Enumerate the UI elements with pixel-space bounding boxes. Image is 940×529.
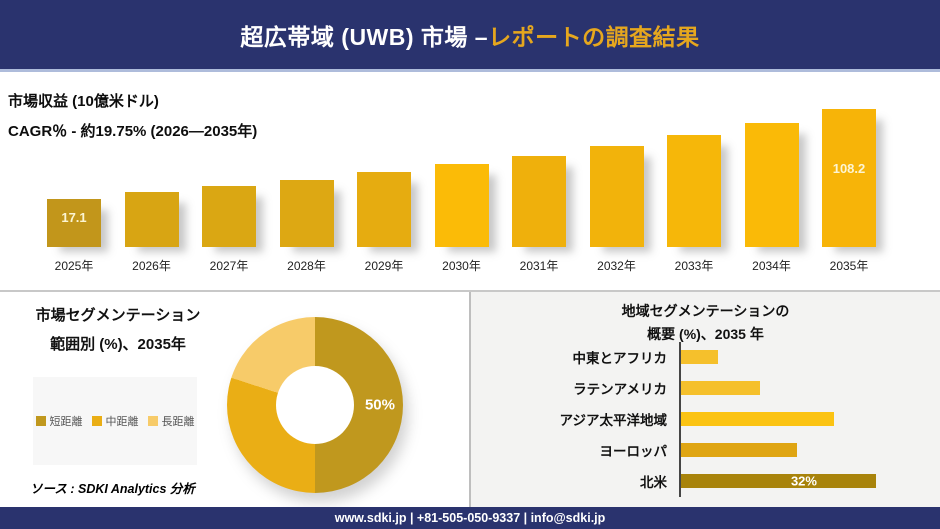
regional-row: ヨーロッパ (471, 434, 940, 465)
revenue-bar-2029 (357, 172, 411, 247)
revenue-bars: 17.1 108.2 (47, 107, 876, 247)
revenue-bar-2027 (202, 186, 256, 247)
regional-bar-5: 32% (681, 473, 877, 488)
regional-title-line2: 概要 (%)、2035 年 (647, 326, 764, 343)
contact-info: www.sdki.jp | +81-505-050-9337 | info@sd… (334, 511, 606, 525)
revenue-chart-cagr: CAGR％ - 約19.75% (2026―2035年) (8, 123, 258, 140)
revenue-x-axis-label: 2029年 (364, 259, 404, 273)
source-note: ソース : SDKI Analytics 分析 (30, 482, 195, 496)
donut-legend: 短距離 中距離 長距離 (33, 377, 197, 465)
revenue-x-axis-label: 2027年 (209, 259, 249, 273)
legend-item-3: 長距離 (147, 413, 195, 429)
revenue-bar-2035: 108.2 (822, 109, 876, 247)
regional-y-axis-line (679, 342, 681, 497)
revenue-x-axis-label: 2032年 (597, 259, 636, 273)
regional-row: 中東とアフリカ (471, 341, 940, 372)
regional-row: 北米 32% (471, 465, 940, 496)
revenue-bar-2025: 17.1 (47, 199, 101, 247)
revenue-bar-2030 (434, 164, 489, 247)
legend-swatch-icon (147, 416, 158, 426)
regional-category-label: ラテンアメリカ (573, 381, 667, 397)
segmentation-panel: 市場セグメンテーション 範囲別 (%)、2035年 短距離 中距離 長距離 50% … (0, 292, 469, 507)
report-title-bar: 超広帯域 (UWB) 市場 – レポートの調査結果 (0, 0, 940, 72)
revenue-bar-2034 (744, 123, 799, 247)
regional-bar-value-label: 32% (790, 473, 817, 488)
segmentation-title-line2: 範囲別 (%)、2035年 (50, 335, 186, 353)
revenue-x-axis-label: 2035年 (829, 259, 869, 273)
revenue-x-axis-label: 2030年 (442, 259, 481, 273)
regional-category-label: 中東とアフリカ (572, 350, 668, 366)
donut-slice-label: 50% (364, 396, 395, 414)
regional-category-label: 北米 (640, 474, 667, 490)
revenue-bar-2028 (279, 180, 334, 247)
segmentation-title-line1: 市場セグメンテーション (35, 307, 201, 324)
regional-category-label: アジア太平洋地域 (559, 412, 667, 428)
legend-label: 中距離 (105, 416, 139, 428)
revenue-bar-2033 (667, 135, 721, 247)
revenue-x-axis-label: 2033年 (674, 259, 714, 273)
revenue-x-axis-label: 2031年 (519, 259, 559, 273)
revenue-chart-title: 市場収益 (10億米ドル) (8, 93, 159, 110)
contact-footer-bar: www.sdki.jp | +81-505-050-9337 | info@sd… (0, 507, 940, 529)
revenue-year-labels: 2025年 2026年 2027年 2028年 2029年 2030年 2031年 2032年… (47, 257, 876, 274)
revenue-bar-2026 (124, 192, 179, 247)
report-title-accent: レポートの調査結果 (488, 23, 700, 50)
revenue-x-axis-label: 2025年 (54, 259, 94, 273)
regional-bar-2 (681, 380, 761, 395)
regional-category-label: ヨーロッパ (599, 443, 668, 459)
revenue-chart-section: 市場収益 (10億米ドル) CAGR％ - 約19.75% (2026―2035… (0, 75, 940, 290)
revenue-bar-2031 (512, 156, 566, 247)
regional-bars: 中東とアフリカ ラテンアメリカアジア太平洋地域ヨーロッパ北米 32% (471, 341, 940, 496)
horizontal-divider (0, 290, 940, 292)
vertical-divider (469, 292, 471, 507)
revenue-bar-2032 (589, 146, 644, 247)
revenue-x-axis-label: 2028年 (287, 259, 326, 273)
legend-swatch-icon (91, 416, 102, 426)
revenue-x-axis-label: 2034年 (752, 259, 791, 273)
regional-title: 地域セグメンテーションの 概要 (%)、2035 年 (471, 300, 940, 346)
revenue-bar-value-label: 17.1 (61, 209, 87, 225)
segmentation-title: 市場セグメンテーション 範囲別 (%)、2035年 (12, 302, 224, 359)
legend-item-1: 短距離 (35, 413, 83, 429)
legend-item-2: 中距離 (91, 413, 139, 429)
legend-label: 短距離 (49, 416, 83, 428)
regional-bar-4 (681, 442, 797, 457)
regional-row: アジア太平洋地域 (471, 403, 940, 434)
revenue-bar-value-label: 108.2 (832, 161, 866, 177)
report-title-main: 超広帯域 (UWB) 市場 – (240, 23, 489, 50)
regional-title-line1: 地域セグメンテーションの (621, 303, 790, 319)
revenue-x-axis-label: 2026年 (132, 259, 171, 273)
legend-swatch-icon (35, 416, 46, 426)
regional-panel: 地域セグメンテーションの 概要 (%)、2035 年 中東とアフリカ ラテンアメリ… (471, 292, 940, 507)
legend-label: 長距離 (161, 416, 195, 428)
donut-chart: 50% (227, 317, 403, 493)
regional-row: ラテンアメリカ (471, 372, 940, 403)
regional-bar-3 (681, 411, 834, 426)
regional-bar-1 (681, 349, 718, 364)
